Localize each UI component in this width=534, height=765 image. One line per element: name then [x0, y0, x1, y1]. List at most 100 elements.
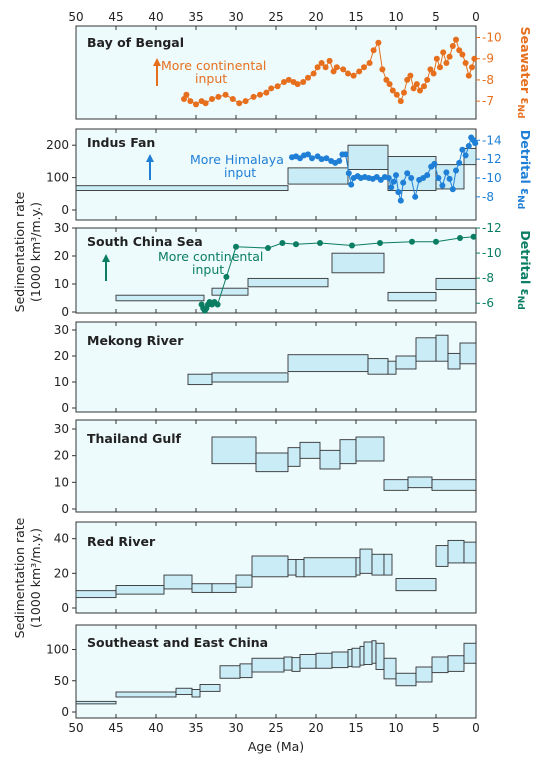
x-tick-label: 15 — [348, 10, 363, 24]
y-tick-label: 0 — [61, 203, 69, 217]
sedimentation-rate-units-top: (1000 km³/m.y.) — [28, 202, 43, 302]
y2-tick-label: -12 — [482, 221, 502, 235]
x-tick-label: 5 — [432, 721, 440, 735]
series-point — [223, 273, 230, 280]
y2-axis-label: Seawater εNd — [515, 27, 533, 119]
series-point — [407, 72, 414, 79]
y-tick-label: 30 — [54, 221, 69, 235]
x-tick-label: 5 — [432, 10, 440, 24]
rate-box — [463, 541, 477, 564]
series-point — [443, 169, 450, 176]
panel-indus-fan: 0 100 200 -8 -10 -12 -14 Detrital εNd Indus Fan M… — [46, 128, 533, 221]
rate-box — [363, 641, 373, 665]
series-point — [202, 100, 209, 107]
series-point — [459, 51, 466, 58]
x-tick-label: 20 — [308, 10, 323, 24]
series-point — [390, 178, 397, 185]
x-tick-label: 30 — [228, 10, 243, 24]
rate-box — [75, 185, 289, 192]
rate-box — [447, 655, 465, 672]
series-point — [465, 72, 472, 79]
series-point — [383, 76, 390, 83]
rate-box — [211, 287, 249, 296]
x-tick-label: 40 — [148, 721, 163, 735]
series-point — [433, 238, 439, 245]
annotation-text: More continental — [161, 58, 266, 73]
series-point — [323, 155, 330, 162]
rate-box — [415, 337, 437, 362]
rate-box — [291, 657, 301, 672]
series-point — [314, 64, 321, 71]
y2-tick-label: -14 — [482, 133, 502, 147]
x-axis-label: Age (Ma) — [248, 739, 304, 754]
y2-axis-label: Detrital εNd — [515, 230, 533, 309]
series-point — [462, 152, 469, 159]
sedimentation-rate-label-bottom: Sedimentation rate — [12, 517, 27, 638]
rate-box — [383, 553, 393, 576]
y-tick-label: 20 — [54, 349, 69, 363]
rate-box — [367, 358, 389, 375]
series-point — [209, 96, 215, 103]
series-point — [187, 98, 194, 105]
rate-box — [219, 665, 241, 679]
x-tick-label: 40 — [148, 10, 163, 24]
series-point — [395, 189, 402, 196]
rate-box — [339, 439, 357, 465]
series-point — [424, 76, 431, 83]
series-point — [281, 79, 287, 86]
y-tick-label: 100 — [46, 171, 69, 185]
series-point — [435, 174, 442, 181]
annotation-text: input — [224, 165, 256, 180]
rate-box — [239, 663, 253, 679]
y-tick-label: 20 — [54, 449, 69, 463]
rate-box — [251, 657, 285, 673]
series-point — [342, 151, 349, 158]
rate-box — [163, 574, 193, 590]
x-tick-label: 20 — [308, 721, 323, 735]
sedimentation-rate-label-top: Sedimentation rate — [12, 191, 27, 312]
series-point — [408, 174, 415, 181]
y2-tick-label: -9 — [482, 52, 494, 66]
rate-box — [331, 252, 385, 274]
series-point — [446, 53, 453, 60]
rate-box — [299, 654, 317, 669]
y2-tick-label: -8 — [482, 271, 494, 285]
series-point — [279, 240, 286, 247]
series-point — [340, 66, 347, 73]
y-tick-label: 20 — [54, 566, 69, 580]
rate-box — [75, 590, 117, 599]
series-point — [439, 182, 446, 189]
rate-box — [211, 372, 289, 383]
series-point — [472, 140, 479, 147]
panel-mekong-river: 0 10 20 30 Mekong River — [54, 321, 477, 415]
rate-box — [331, 651, 349, 669]
series-point — [268, 85, 275, 92]
series-point — [449, 186, 456, 193]
series-point — [242, 98, 249, 105]
rate-box — [447, 352, 461, 370]
rate-box — [255, 452, 289, 473]
rate-box — [395, 355, 417, 370]
y2-tick-label: -6 — [482, 296, 494, 310]
rate-box — [287, 167, 349, 185]
rate-box — [431, 479, 477, 491]
series-point — [356, 68, 363, 75]
series-point — [336, 158, 343, 165]
series-point — [236, 100, 243, 107]
series-point — [393, 91, 400, 98]
series-point — [393, 172, 399, 179]
y-tick-label: 0 — [61, 305, 69, 319]
series-point — [294, 81, 301, 88]
x-tick-label: 25 — [268, 721, 283, 735]
panel-title: Bay of Bengal — [87, 35, 184, 50]
panel-frame — [75, 25, 477, 120]
series-point — [285, 76, 292, 83]
panel-red-river: 0 20 40 Red River — [54, 521, 477, 615]
rate-box — [435, 334, 449, 362]
y-tick-label: 10 — [54, 277, 69, 291]
annotation-text: More Himalaya — [190, 152, 284, 167]
y2-tick-label: -7 — [482, 94, 494, 108]
y2-tick-label: -8 — [482, 73, 494, 87]
rate-box — [371, 553, 385, 576]
series-point — [317, 240, 323, 247]
